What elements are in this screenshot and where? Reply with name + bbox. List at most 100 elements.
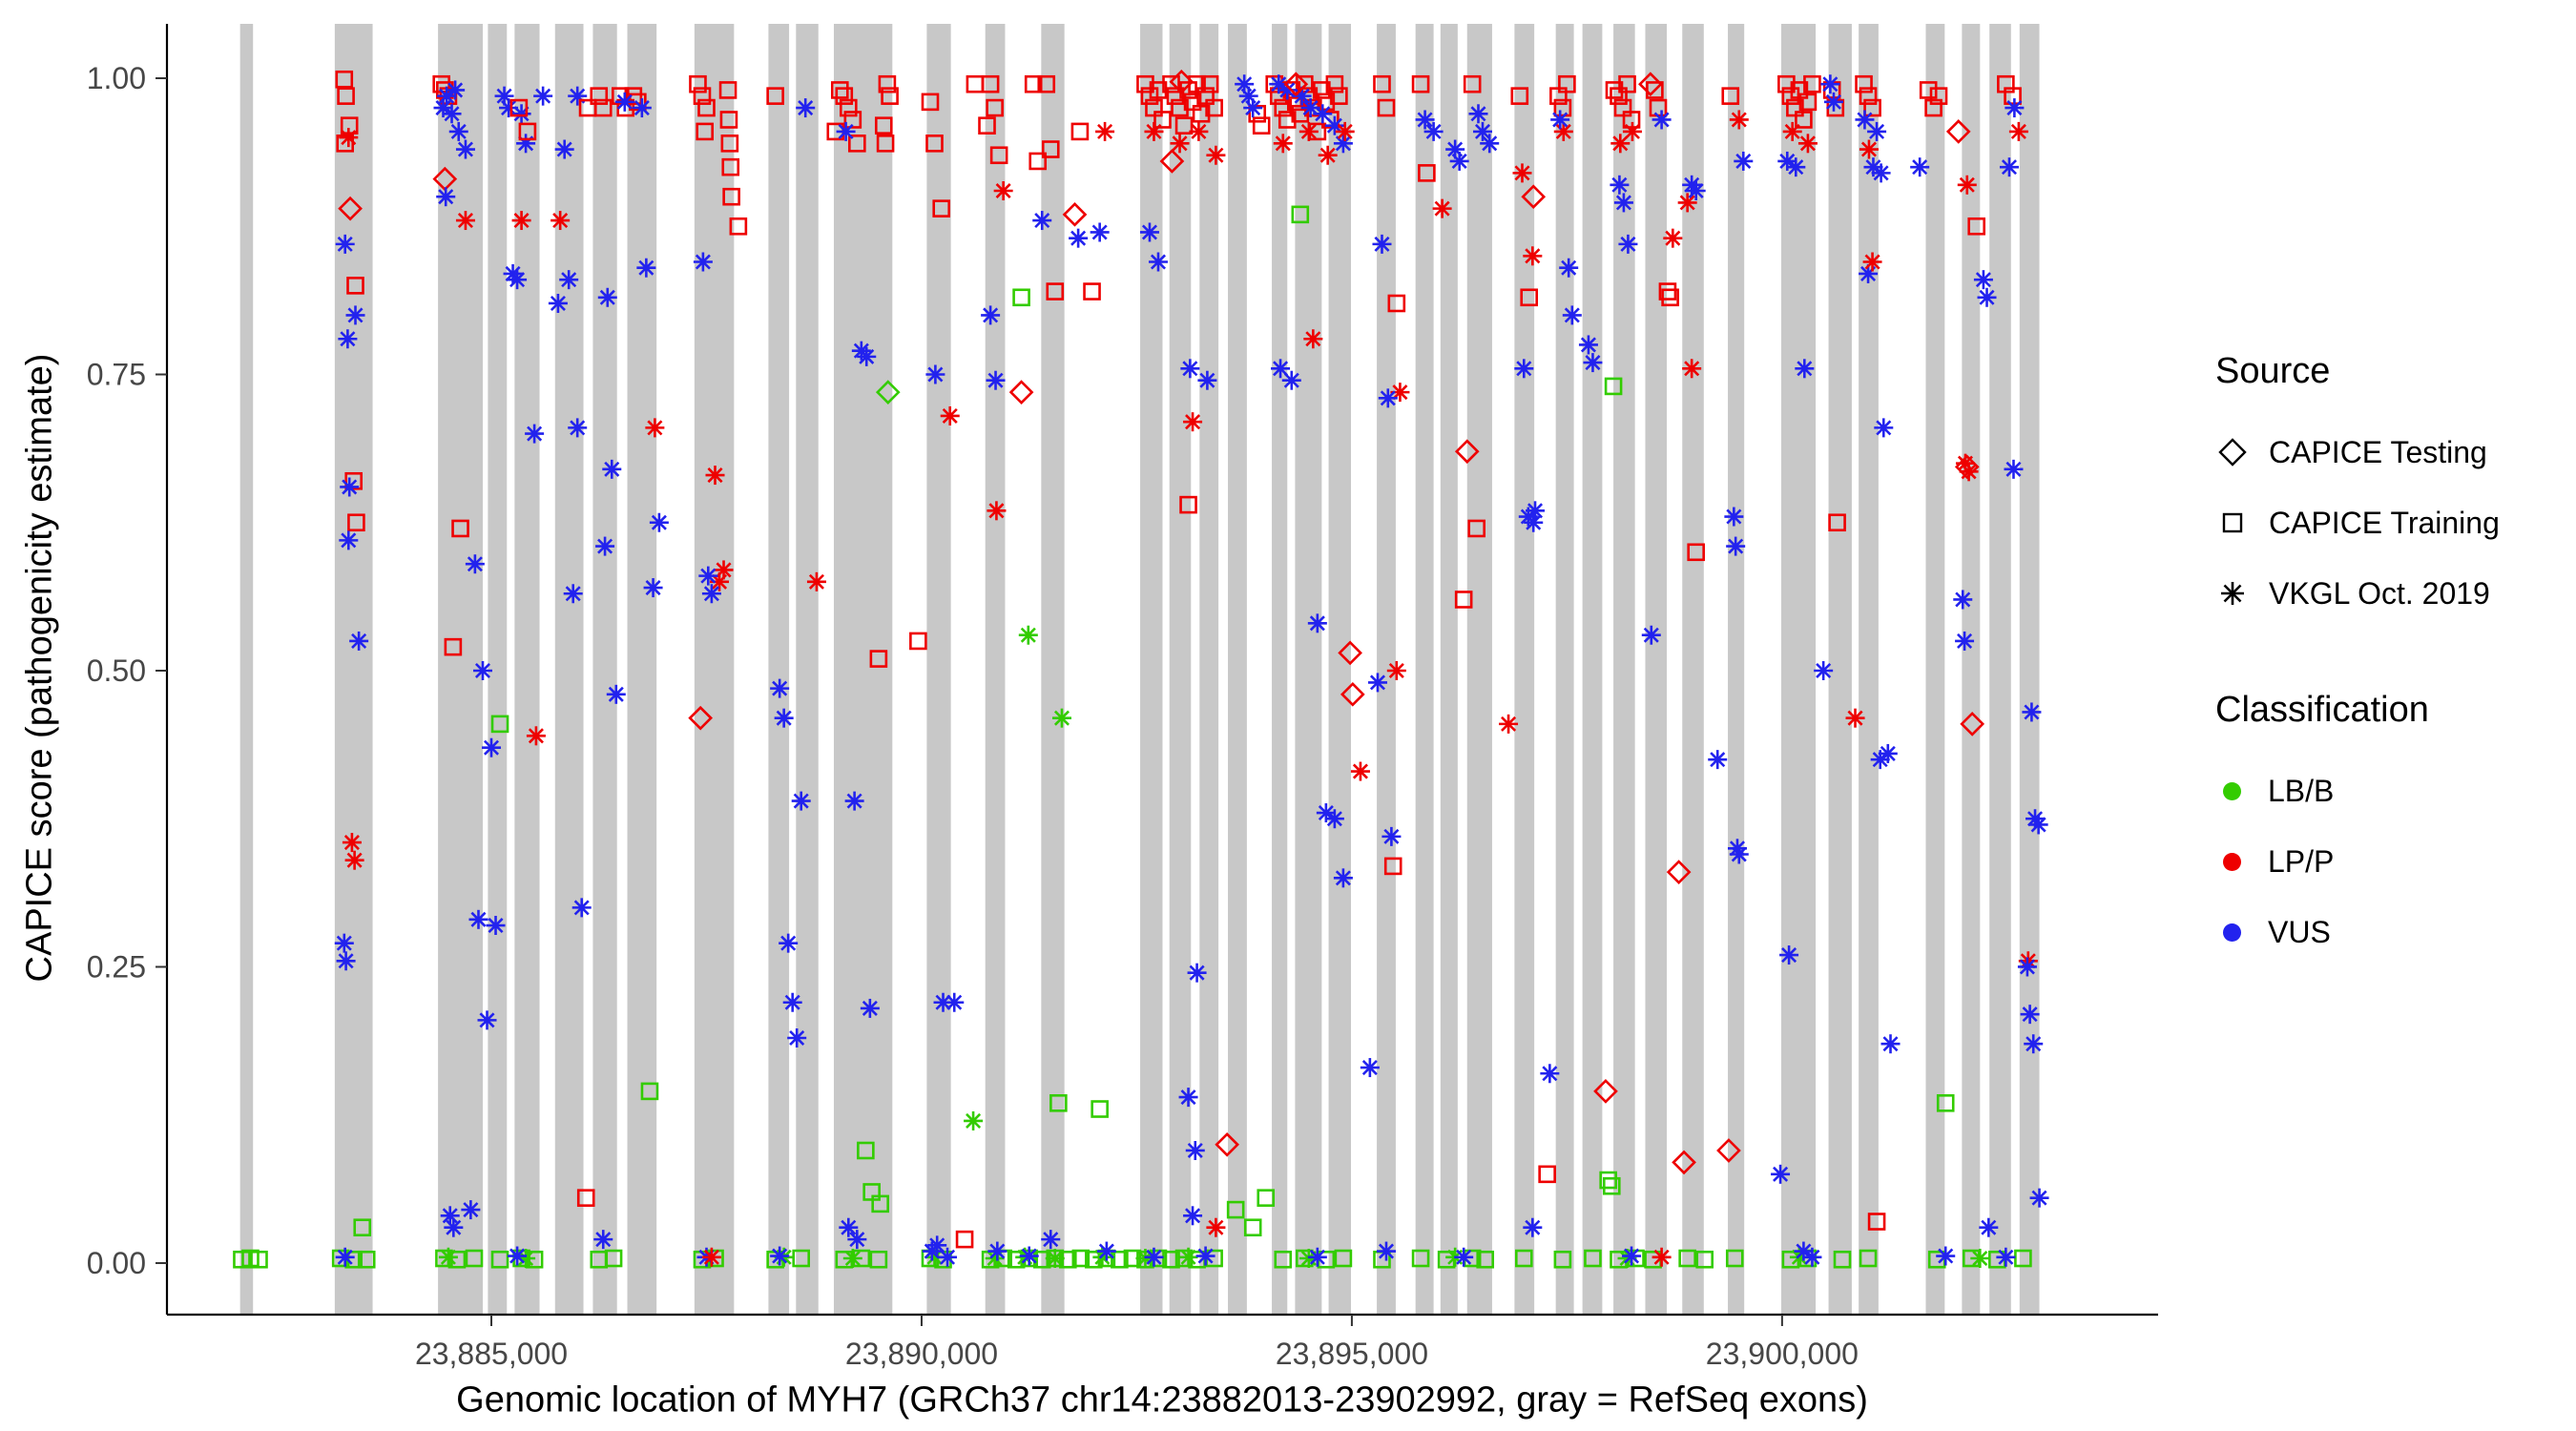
data-point-asterisk: [1797, 134, 1818, 154]
y-tick-label: 0.75: [87, 357, 146, 391]
data-point-square: [1604, 377, 1623, 396]
data-point-asterisk: [436, 187, 456, 207]
data-point-asterisk: [511, 211, 531, 231]
data-point-asterisk: [787, 1028, 807, 1048]
data-point-diamond: [1340, 681, 1365, 707]
data-point-square: [876, 135, 895, 153]
data-point-square: [1257, 1189, 1276, 1207]
exon-band: [239, 24, 254, 1315]
data-point-square: [729, 217, 748, 236]
y-tick-label: 1.00: [87, 61, 146, 95]
exon-band: [1780, 24, 1817, 1315]
exon-band: [1859, 24, 1879, 1315]
exon-band: [833, 24, 893, 1315]
data-point-square: [1967, 217, 1985, 236]
data-point-diamond: [875, 380, 901, 404]
data-point-square: [1046, 282, 1065, 301]
data-point-asterisk: [774, 708, 794, 728]
data-point-asterisk: [806, 571, 826, 591]
data-point-asterisk: [345, 305, 365, 325]
data-point-asterisk: [1185, 1140, 1205, 1160]
data-point-asterisk: [1663, 228, 1683, 248]
data-point-asterisk: [1970, 1249, 1990, 1269]
data-point-square: [1859, 1249, 1878, 1268]
data-point-asterisk: [1871, 163, 1891, 183]
data-point-asterisk: [1032, 211, 1052, 231]
data-point-asterisk: [1144, 1247, 1164, 1267]
exon-band: [1828, 24, 1852, 1315]
data-point-asterisk: [593, 1230, 613, 1250]
legend-source-title: Source: [2215, 351, 2331, 391]
data-point-asterisk: [1178, 1247, 1198, 1267]
data-point-asterisk: [571, 898, 592, 918]
data-point-diamond: [1716, 1138, 1741, 1163]
data-point-asterisk: [1618, 234, 1638, 254]
data-point-asterisk: [1855, 110, 1875, 130]
data-point-asterisk: [1069, 228, 1089, 248]
data-point-asterisk: [2024, 1034, 2044, 1054]
data-point-square: [576, 1189, 595, 1207]
data-point-square: [874, 116, 893, 135]
diamond-open-icon: [2218, 438, 2247, 467]
data-point-asterisk: [1273, 134, 1293, 154]
data-point-square: [1553, 1250, 1572, 1269]
data-point-asterisk: [1540, 1064, 1560, 1084]
data-point-square: [1867, 1213, 1886, 1231]
exon-band: [1295, 24, 1322, 1315]
data-point-square: [1463, 74, 1482, 93]
data-point-square: [509, 98, 529, 117]
data-point-asterisk: [1734, 151, 1754, 171]
exon-band: [1682, 24, 1704, 1315]
data-point-asterisk: [1729, 844, 1749, 864]
data-point-asterisk: [1782, 121, 1802, 141]
data-point-asterisk: [1313, 104, 1333, 124]
exon-band: [926, 24, 951, 1315]
data-point-asterisk: [1559, 258, 1579, 278]
data-point-asterisk: [548, 293, 568, 313]
data-point-square: [1162, 74, 1180, 93]
data-point-asterisk: [349, 631, 369, 651]
data-point-asterisk: [796, 98, 816, 118]
data-point-asterisk: [342, 833, 362, 853]
data-point-asterisk: [1786, 157, 1806, 177]
data-point-asterisk: [508, 1246, 528, 1266]
data-point-asterisk: [1526, 501, 1546, 521]
legend-item-vkgl: VKGL Oct. 2019: [2215, 558, 2500, 629]
data-point-asterisk: [465, 554, 485, 574]
data-point-square: [346, 277, 364, 295]
data-point-square: [490, 715, 509, 734]
data-point-square: [978, 116, 996, 135]
data-point-asterisk: [1779, 945, 1799, 965]
data-point-square: [353, 1218, 372, 1237]
exon-band: [1272, 24, 1288, 1315]
data-point-asterisk: [643, 578, 663, 598]
data-point-square: [1721, 87, 1740, 105]
data-point-square: [1411, 74, 1430, 93]
data-point-asterisk: [1189, 121, 1209, 141]
data-point-square: [1863, 98, 1881, 117]
exon-band: [1555, 24, 1574, 1315]
data-point-square: [1584, 1249, 1602, 1268]
legend-item-label: LB/B: [2268, 773, 2335, 808]
data-point-square: [925, 135, 944, 153]
data-point-square: [1373, 74, 1391, 93]
data-point-asterisk: [1677, 193, 1697, 213]
data-point-asterisk: [1449, 151, 1469, 171]
data-point-asterisk: [1523, 1217, 1543, 1237]
data-point-asterisk: [1350, 761, 1370, 781]
data-point-asterisk: [986, 370, 1006, 390]
data-point-asterisk: [1499, 714, 1519, 734]
exon-band: [1582, 24, 1603, 1315]
data-point-asterisk: [554, 139, 574, 159]
data-point-square: [830, 81, 849, 99]
data-point-square: [1274, 98, 1293, 117]
legend-classification-title: Classification: [2215, 690, 2429, 730]
data-point-asterisk: [847, 1230, 867, 1250]
data-point-diamond: [1008, 380, 1034, 404]
exon-band: [1440, 24, 1458, 1315]
data-point-asterisk: [338, 329, 358, 349]
data-point-square: [718, 81, 737, 99]
data-point-asterisk: [1867, 121, 1887, 141]
exon-band: [1199, 24, 1219, 1315]
